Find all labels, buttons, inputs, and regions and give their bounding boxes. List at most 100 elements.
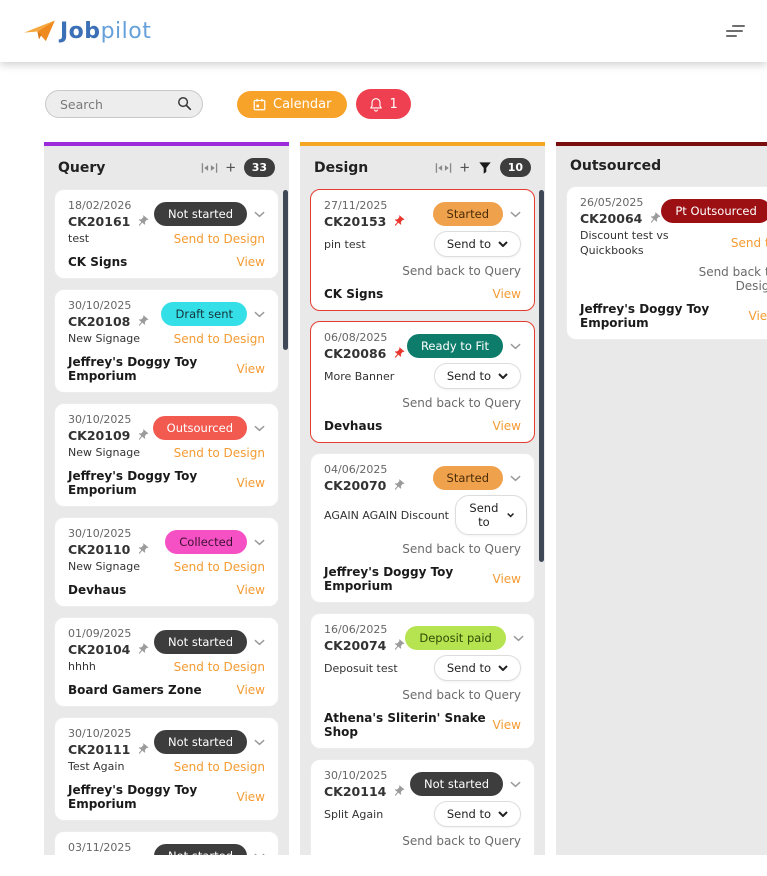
pin-icon[interactable] bbox=[646, 209, 664, 227]
job-card[interactable]: 01/09/2025 CK20104 Not started hhhh Send… bbox=[54, 617, 279, 707]
view-link[interactable]: View bbox=[492, 572, 521, 586]
send-to-link[interactable]: Send to Design bbox=[173, 331, 265, 346]
send-to-link[interactable]: Send to Design bbox=[173, 445, 265, 460]
chevron-down-icon[interactable] bbox=[254, 425, 265, 432]
send-to-link[interactable]: Send to bbox=[730, 236, 767, 250]
pin-icon[interactable] bbox=[390, 782, 408, 800]
send-to-link[interactable]: Send to Design bbox=[173, 659, 265, 674]
job-description: New Signage bbox=[68, 332, 140, 345]
job-card[interactable]: 06/08/2025 CK20086 Ready to Fit More Ban… bbox=[310, 321, 535, 443]
send-to-link[interactable]: Send to Design bbox=[173, 759, 265, 774]
job-code: CK20108 bbox=[68, 313, 131, 329]
notifications-button[interactable]: 1 bbox=[356, 89, 411, 119]
send-back-link[interactable]: Send back to Query bbox=[402, 542, 521, 556]
send-back-link[interactable]: Send back to Query bbox=[402, 264, 521, 278]
chevron-down-icon[interactable] bbox=[254, 311, 265, 318]
status-badge[interactable]: Started bbox=[432, 466, 503, 490]
add-card-icon[interactable]: + bbox=[225, 157, 236, 177]
status-badge[interactable]: Not started bbox=[154, 630, 247, 654]
app-header: Jobpilot bbox=[0, 0, 767, 62]
status-badge[interactable]: Pt Outsourced bbox=[661, 199, 767, 223]
add-card-icon[interactable]: + bbox=[459, 157, 470, 177]
send-to-link[interactable]: Send to Design bbox=[173, 559, 265, 574]
filter-icon[interactable] bbox=[478, 161, 492, 175]
view-link[interactable]: View bbox=[236, 476, 265, 490]
chevron-down-icon[interactable] bbox=[254, 211, 265, 218]
chevron-down-icon[interactable] bbox=[513, 635, 524, 642]
pin-icon[interactable] bbox=[134, 640, 152, 658]
status-badge[interactable]: Ready to Fit bbox=[406, 334, 503, 358]
job-card[interactable]: 04/06/2025 CK20070 Started AGAIN AGAIN D… bbox=[310, 453, 535, 603]
pin-icon[interactable] bbox=[134, 854, 152, 855]
job-card[interactable]: 27/11/2025 CK20153 Started pin test Send bbox=[310, 189, 535, 311]
send-to-button[interactable]: Send to bbox=[433, 363, 521, 389]
pin-icon[interactable] bbox=[134, 540, 152, 558]
pin-icon[interactable] bbox=[390, 636, 408, 654]
customer-name: Jeffrey's Doggy Toy Emporium bbox=[68, 355, 198, 383]
chevron-down-icon[interactable] bbox=[510, 475, 521, 482]
column-scrollbar[interactable] bbox=[283, 190, 288, 350]
column-scrollbar[interactable] bbox=[539, 190, 544, 562]
status-badge[interactable]: Draft sent bbox=[161, 302, 247, 326]
job-code: CK20109 bbox=[68, 427, 131, 443]
job-card[interactable]: 30/10/2025 CK20109 Outsourced New Signag… bbox=[54, 403, 279, 507]
job-card[interactable]: 26/05/2025 CK20064 Pt Outsourced Discoun… bbox=[566, 186, 767, 340]
view-link[interactable]: View bbox=[492, 419, 521, 433]
search-input[interactable] bbox=[45, 90, 203, 118]
chevron-down-icon[interactable] bbox=[510, 781, 521, 788]
chevron-down-icon bbox=[498, 665, 508, 671]
job-card[interactable]: 03/11/2025 CK20129 Not started Postmark … bbox=[54, 831, 279, 855]
status-badge[interactable]: Not started bbox=[154, 202, 247, 226]
pin-icon[interactable] bbox=[390, 344, 408, 362]
pin-icon[interactable] bbox=[390, 212, 408, 230]
logo[interactable]: Jobpilot bbox=[22, 18, 151, 44]
status-badge[interactable]: Not started bbox=[410, 772, 503, 796]
view-link[interactable]: View bbox=[236, 362, 265, 376]
send-to-button[interactable]: Send to bbox=[433, 655, 521, 681]
status-badge[interactable]: Collected bbox=[165, 530, 247, 554]
menu-icon[interactable] bbox=[726, 25, 745, 37]
job-card[interactable]: 30/10/2025 CK20111 Not started Test Agai… bbox=[54, 717, 279, 821]
pin-icon[interactable] bbox=[134, 312, 152, 330]
status-badge[interactable]: Outsourced bbox=[152, 416, 247, 440]
send-to-button[interactable]: Send to bbox=[433, 231, 521, 257]
job-card[interactable]: 18/02/2026 CK20161 Not started test Send… bbox=[54, 189, 279, 279]
pin-icon[interactable] bbox=[134, 212, 152, 230]
pin-icon[interactable] bbox=[134, 740, 152, 758]
collapse-column-icon[interactable] bbox=[201, 162, 218, 174]
send-to-link[interactable]: Send to Design bbox=[173, 231, 265, 246]
view-link[interactable]: View bbox=[236, 683, 265, 697]
status-badge[interactable]: Not started bbox=[154, 730, 247, 754]
send-back-link[interactable]: Send back to Design bbox=[698, 265, 767, 293]
view-link[interactable]: View bbox=[236, 255, 265, 269]
send-back-link[interactable]: Send back to Query bbox=[402, 834, 521, 848]
status-badge[interactable]: Not started bbox=[154, 844, 247, 855]
chevron-down-icon[interactable] bbox=[254, 739, 265, 746]
job-description: New Signage bbox=[68, 560, 140, 573]
view-link[interactable]: View bbox=[492, 287, 521, 301]
view-link[interactable]: View bbox=[236, 583, 265, 597]
pin-icon[interactable] bbox=[134, 426, 152, 444]
job-card[interactable]: 30/10/2025 CK20110 Collected New Signage… bbox=[54, 517, 279, 607]
job-card[interactable]: 30/10/2025 CK20108 Draft sent New Signag… bbox=[54, 289, 279, 393]
send-to-button[interactable]: Send to bbox=[455, 495, 527, 535]
chevron-down-icon[interactable] bbox=[254, 539, 265, 546]
pin-icon[interactable] bbox=[390, 476, 408, 494]
status-badge[interactable]: Started bbox=[432, 202, 503, 226]
calendar-button[interactable]: Calendar bbox=[237, 90, 348, 118]
chevron-down-icon[interactable] bbox=[510, 211, 521, 218]
view-link[interactable]: View bbox=[236, 790, 265, 804]
send-back-link[interactable]: Send back to Query bbox=[402, 688, 521, 702]
chevron-down-icon[interactable] bbox=[254, 639, 265, 646]
collapse-column-icon[interactable] bbox=[435, 162, 452, 174]
search-icon[interactable] bbox=[177, 96, 192, 111]
chevron-down-icon[interactable] bbox=[510, 343, 521, 350]
view-link[interactable]: View bbox=[492, 718, 521, 732]
chevron-down-icon[interactable] bbox=[254, 853, 265, 856]
status-badge[interactable]: Deposit paid bbox=[405, 626, 506, 650]
job-card[interactable]: 30/10/2025 CK20114 Not started Split Aga… bbox=[310, 759, 535, 855]
send-back-link[interactable]: Send back to Query bbox=[402, 396, 521, 410]
view-link[interactable]: View bbox=[748, 309, 767, 323]
job-card[interactable]: 16/06/2025 CK20074 Deposit paid Deposuit… bbox=[310, 613, 535, 749]
send-to-button[interactable]: Send to bbox=[433, 801, 521, 827]
